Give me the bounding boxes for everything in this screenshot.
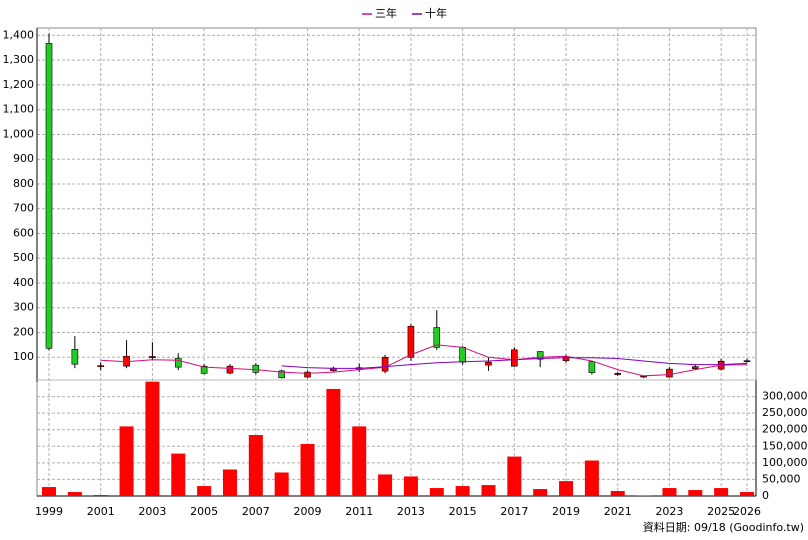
volume-bar bbox=[300, 443, 315, 496]
x-tick-label: 2026 bbox=[733, 505, 761, 518]
volume-bar bbox=[507, 456, 522, 496]
volume-bar bbox=[740, 492, 754, 496]
x-tick-label: 2017 bbox=[500, 505, 528, 518]
volume-bar bbox=[688, 490, 703, 496]
candle-body bbox=[536, 351, 544, 360]
candle-body bbox=[200, 365, 208, 374]
volume-bar bbox=[403, 476, 418, 496]
candle-body bbox=[71, 349, 79, 365]
x-tick-label: 2023 bbox=[655, 505, 683, 518]
candle-body bbox=[304, 371, 311, 378]
y-tick-label: 700 bbox=[13, 202, 34, 215]
candle-body bbox=[485, 361, 492, 366]
volume-bar bbox=[662, 488, 677, 496]
volume-bar bbox=[171, 453, 186, 496]
y2-tick-label: 0 bbox=[762, 489, 769, 502]
footer: 資料日期: 09/18 (Goodinfo.tw) bbox=[643, 520, 804, 534]
x-tick-label: 2013 bbox=[397, 505, 425, 518]
candle-body bbox=[252, 364, 260, 373]
y-tick-label: 1,400 bbox=[3, 28, 35, 41]
volume-bar bbox=[119, 426, 134, 496]
volume-bar bbox=[714, 488, 729, 496]
candle-body bbox=[666, 368, 673, 378]
legend-label: 十年 bbox=[425, 6, 447, 20]
x-tick-label: 2025 bbox=[707, 505, 735, 518]
y2-tick-label: 250,000 bbox=[762, 406, 808, 419]
volume-bar bbox=[352, 426, 367, 496]
x-tick-label: 2011 bbox=[345, 505, 373, 518]
x-tick-label: 2021 bbox=[604, 505, 632, 518]
volume-bar bbox=[145, 381, 160, 496]
y-tick-label: 300 bbox=[13, 301, 34, 314]
volume-bar bbox=[455, 486, 470, 496]
volume-bar bbox=[378, 474, 393, 496]
candle-body bbox=[614, 373, 622, 375]
volume-bar bbox=[559, 481, 574, 496]
candle-body bbox=[149, 356, 156, 359]
volume-bar bbox=[429, 488, 444, 496]
y-tick-label: 800 bbox=[13, 177, 34, 190]
volume-bar bbox=[481, 485, 496, 496]
volume-bar bbox=[326, 388, 341, 496]
y2-tick-label: 50,000 bbox=[762, 472, 801, 485]
volume-bar bbox=[222, 469, 237, 496]
candle-body bbox=[691, 366, 699, 369]
volume-bar bbox=[533, 489, 548, 496]
candle-body bbox=[588, 361, 596, 373]
y-tick-label: 1,300 bbox=[3, 53, 35, 66]
candle-body bbox=[743, 360, 751, 363]
candle-body bbox=[511, 349, 518, 367]
candle-body bbox=[381, 356, 389, 372]
candle-body bbox=[459, 347, 466, 363]
volume-bar bbox=[248, 435, 263, 496]
volume-bar bbox=[67, 492, 82, 496]
x-tick-label: 2003 bbox=[138, 505, 166, 518]
y-tick-label: 100 bbox=[13, 350, 34, 363]
ma-line bbox=[100, 344, 748, 377]
candle-body bbox=[97, 365, 105, 367]
candle-body bbox=[226, 365, 234, 374]
volume-bar bbox=[584, 460, 599, 496]
candle-body bbox=[278, 370, 285, 379]
y2-tick-label: 200,000 bbox=[762, 423, 808, 436]
y2-tick-label: 100,000 bbox=[762, 456, 808, 469]
x-tick-label: 2019 bbox=[552, 505, 580, 518]
y2-tick-label: 150,000 bbox=[762, 439, 808, 452]
volume-bar bbox=[42, 487, 56, 496]
x-tick-label: 2001 bbox=[87, 505, 115, 518]
volume-bar bbox=[274, 472, 289, 496]
volume-bar bbox=[197, 486, 212, 496]
candle-body bbox=[407, 326, 415, 358]
y-tick-label: 400 bbox=[13, 276, 34, 289]
candle-body bbox=[45, 43, 53, 349]
y2-tick-label: 300,000 bbox=[762, 390, 808, 403]
x-tick-label: 2009 bbox=[294, 505, 322, 518]
ma-line bbox=[281, 357, 748, 369]
y-tick-label: 900 bbox=[13, 152, 34, 165]
volume-bar bbox=[93, 495, 108, 496]
x-tick-label: 2007 bbox=[242, 505, 270, 518]
y-tick-label: 1,000 bbox=[3, 127, 35, 140]
y-tick-label: 200 bbox=[13, 325, 34, 338]
volume-bar bbox=[610, 491, 625, 496]
y-tick-label: 1,100 bbox=[3, 103, 35, 116]
legend-label: 三年 bbox=[375, 6, 397, 20]
x-tick-label: 1999 bbox=[35, 505, 63, 518]
y-tick-label: 500 bbox=[13, 251, 34, 264]
x-tick-label: 2005 bbox=[190, 505, 218, 518]
y-tick-label: 600 bbox=[13, 226, 34, 239]
candle-body bbox=[433, 327, 441, 348]
candle-body bbox=[174, 357, 182, 368]
y-tick-label: 1,200 bbox=[3, 78, 35, 91]
x-tick-label: 2015 bbox=[449, 505, 477, 518]
